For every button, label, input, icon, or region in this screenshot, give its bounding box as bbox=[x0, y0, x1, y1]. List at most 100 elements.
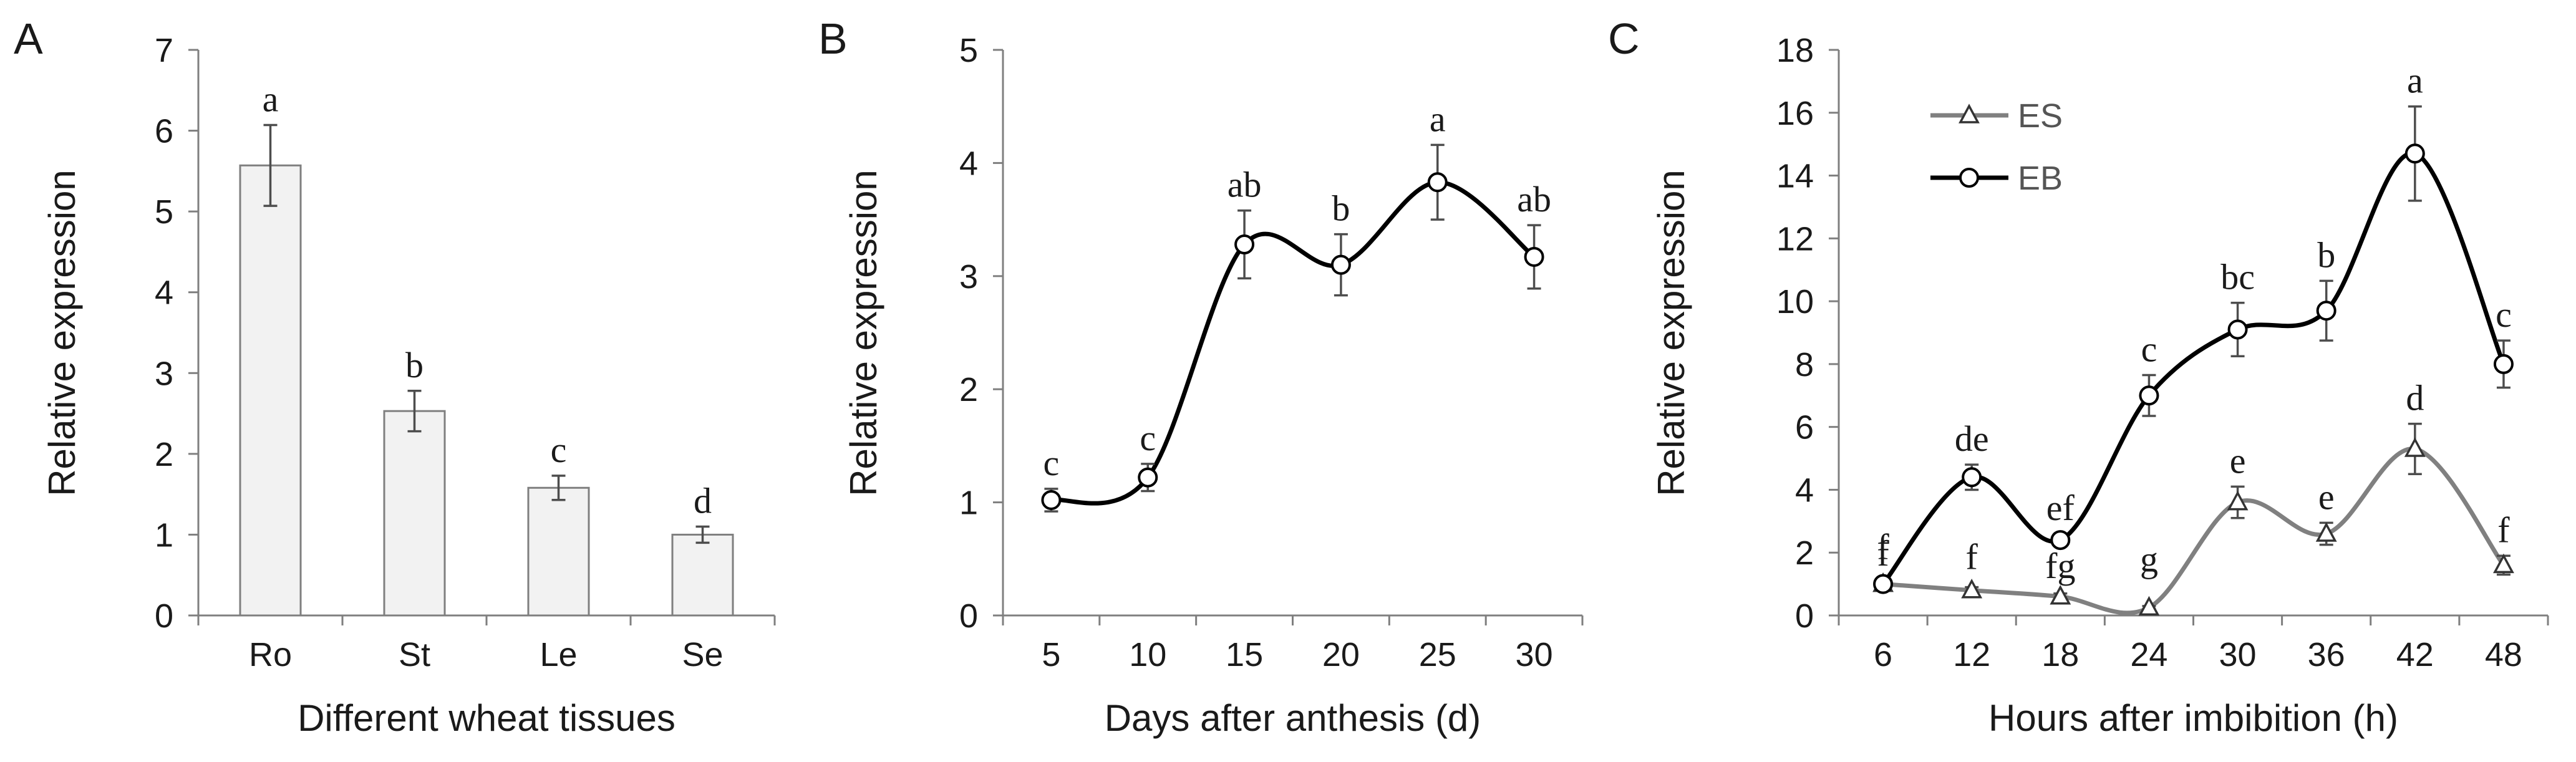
panel-b-y-tick-label: 4 bbox=[959, 145, 978, 182]
panel-c-y-tick-label: 14 bbox=[1776, 158, 1814, 195]
panel-b-x-tick-label: 15 bbox=[1226, 636, 1263, 673]
panel-c-point-eb bbox=[2227, 319, 2248, 340]
panel-c-significance-letter: c bbox=[2496, 294, 2512, 335]
panel-c-point-es bbox=[2315, 522, 2337, 542]
panel-c-y-tick-label: 10 bbox=[1776, 283, 1814, 321]
panel-c-legend-label-eb: EB bbox=[2018, 160, 2063, 197]
panel-c-y-tick-label: 8 bbox=[1795, 346, 1814, 383]
panel-b-x-tick-label: 30 bbox=[1516, 636, 1553, 673]
panel-c-significance-letter: e bbox=[2230, 440, 2246, 481]
panel-c-point-eb bbox=[2404, 143, 2425, 164]
panel-c-point-es bbox=[2404, 437, 2426, 457]
panel-c-x-tick-label: 24 bbox=[2130, 636, 2167, 673]
panel-b-y-tick-label: 0 bbox=[959, 597, 978, 635]
panel-c-significance-letter: ef bbox=[2046, 488, 2075, 528]
panel-c-x-tick-label: 30 bbox=[2219, 636, 2257, 673]
panel-c-significance-letter: c bbox=[2141, 329, 2157, 370]
panel-a-bar-st bbox=[383, 410, 446, 617]
panel-a-bar-le bbox=[527, 486, 590, 617]
panel-c-point-es bbox=[2227, 490, 2249, 511]
panel-c-y-tick-label: 0 bbox=[1795, 597, 1814, 635]
panel-c-significance-letter: a bbox=[2407, 60, 2423, 101]
panel-b-series-line-main bbox=[1050, 180, 1536, 506]
panel-c-y-axis-title: Relative expression bbox=[1650, 170, 1692, 496]
panel-c-significance-letter: fg bbox=[2045, 546, 2075, 586]
panel-c-significance-letter: de bbox=[1955, 418, 1989, 459]
panel-c-significance-letter: f bbox=[1877, 527, 1889, 567]
panel-c-significance-letter: d bbox=[2406, 378, 2424, 418]
panel-b-x-tick-label: 20 bbox=[1322, 636, 1360, 673]
panel-b-y-tick-label: 5 bbox=[959, 32, 978, 69]
panel-c-legend-label-es: ES bbox=[2018, 97, 2063, 135]
panel-c-point-eb bbox=[2139, 385, 2159, 406]
panel-b-significance-letter: ab bbox=[1227, 165, 1262, 205]
panel-b-significance-letter: a bbox=[1430, 99, 1446, 139]
panel-c-x-tick-label: 12 bbox=[1953, 636, 1990, 673]
panel-c-point-eb bbox=[1873, 574, 1894, 594]
panel-letter-c: C bbox=[1608, 14, 1640, 63]
panel-a-y-tick-label: 5 bbox=[155, 193, 173, 231]
panel-c-significance-letter: f bbox=[1966, 537, 1978, 577]
panel-b-y-tick-label: 3 bbox=[959, 258, 978, 296]
panel-b-y-tick-label: 1 bbox=[959, 485, 978, 522]
panel-a-y-tick-label: 3 bbox=[155, 355, 173, 392]
panel-b-x-axis-title: Days after anthesis (d) bbox=[1105, 697, 1481, 739]
panel-c-x-axis-title: Hours after imbibition (h) bbox=[1988, 697, 2398, 739]
panel-b-x-tick-label: 10 bbox=[1129, 636, 1166, 673]
panel-b-significance-letter: ab bbox=[1517, 179, 1551, 219]
panel-a-x-tick-label: Le bbox=[540, 636, 577, 673]
panel-b-x-tick-label: 25 bbox=[1419, 636, 1456, 673]
panel-a-bar-se bbox=[671, 533, 734, 617]
panel-c-y-tick-label: 12 bbox=[1776, 220, 1814, 258]
panel-c-significance-letter: e bbox=[2318, 476, 2335, 517]
panel-b-point-main bbox=[1041, 490, 1062, 510]
panel-c-y-tick-label: 18 bbox=[1776, 32, 1814, 69]
panel-c-point-eb bbox=[2050, 530, 2071, 551]
panel-a-x-tick-label: St bbox=[399, 636, 430, 673]
panel-b-point-main bbox=[1138, 467, 1158, 488]
panel-c-significance-letter: f bbox=[2497, 509, 2510, 550]
panel-c-series-line-eb bbox=[1881, 151, 2506, 586]
panel-c-x-tick-label: 18 bbox=[2041, 636, 2079, 673]
panel-a-y-tick-label: 6 bbox=[155, 113, 173, 150]
panel-c-point-es bbox=[2138, 596, 2160, 616]
panel-b-point-main bbox=[1234, 234, 1255, 255]
panel-c-x-tick-label: 42 bbox=[2396, 636, 2434, 673]
panel-a-significance-letter: a bbox=[263, 79, 279, 120]
panel-c-x-tick-label: 36 bbox=[2308, 636, 2345, 673]
panel-c-point-es bbox=[2493, 553, 2514, 574]
panel-c-significance-letter: bc bbox=[2220, 257, 2255, 297]
panel-letter-a: A bbox=[14, 14, 43, 63]
panel-c-legend-marker-es bbox=[1959, 104, 1980, 123]
panel-a-significance-letter: d bbox=[694, 480, 712, 521]
panel-b-point-main bbox=[1330, 254, 1351, 275]
panel-c-y-tick-label: 2 bbox=[1795, 534, 1814, 572]
panel-a-significance-letter: b bbox=[405, 345, 424, 385]
panel-c-y-tick-label: 6 bbox=[1795, 409, 1814, 446]
panel-b-significance-letter: c bbox=[1043, 443, 1060, 483]
panel-a-y-tick-label: 0 bbox=[155, 597, 173, 635]
panel-b-point-main bbox=[1524, 246, 1544, 267]
panel-c-point-eb bbox=[2493, 354, 2514, 374]
panel-a-bar-ro bbox=[239, 164, 302, 617]
panel-c-significance-letter: f bbox=[1877, 533, 1889, 574]
panel-c-point-es bbox=[2050, 585, 2071, 605]
panel-c-y-tick-label: 16 bbox=[1776, 95, 1814, 132]
panel-c-legend-marker-eb bbox=[1959, 168, 1979, 188]
panel-c-point-es bbox=[1961, 578, 1983, 599]
panel-b-y-axis-title: Relative expression bbox=[843, 170, 884, 496]
panel-letter-b: B bbox=[818, 14, 848, 63]
panel-b-y-tick-label: 2 bbox=[959, 371, 978, 408]
panel-a-y-tick-label: 7 bbox=[155, 32, 173, 69]
panel-c-x-tick-label: 48 bbox=[2485, 636, 2522, 673]
panel-a-y-tick-label: 2 bbox=[155, 436, 173, 473]
panel-b-x-tick-label: 5 bbox=[1042, 636, 1060, 673]
panel-c-x-tick-label: 6 bbox=[1874, 636, 1892, 673]
panel-a-y-axis-title: Relative expression bbox=[41, 170, 83, 496]
panel-a-x-tick-label: Se bbox=[682, 636, 723, 673]
panel-c-y-tick-label: 4 bbox=[1795, 471, 1814, 509]
panel-a-x-tick-label: Ro bbox=[249, 636, 292, 673]
panel-a-y-tick-label: 1 bbox=[155, 516, 173, 554]
